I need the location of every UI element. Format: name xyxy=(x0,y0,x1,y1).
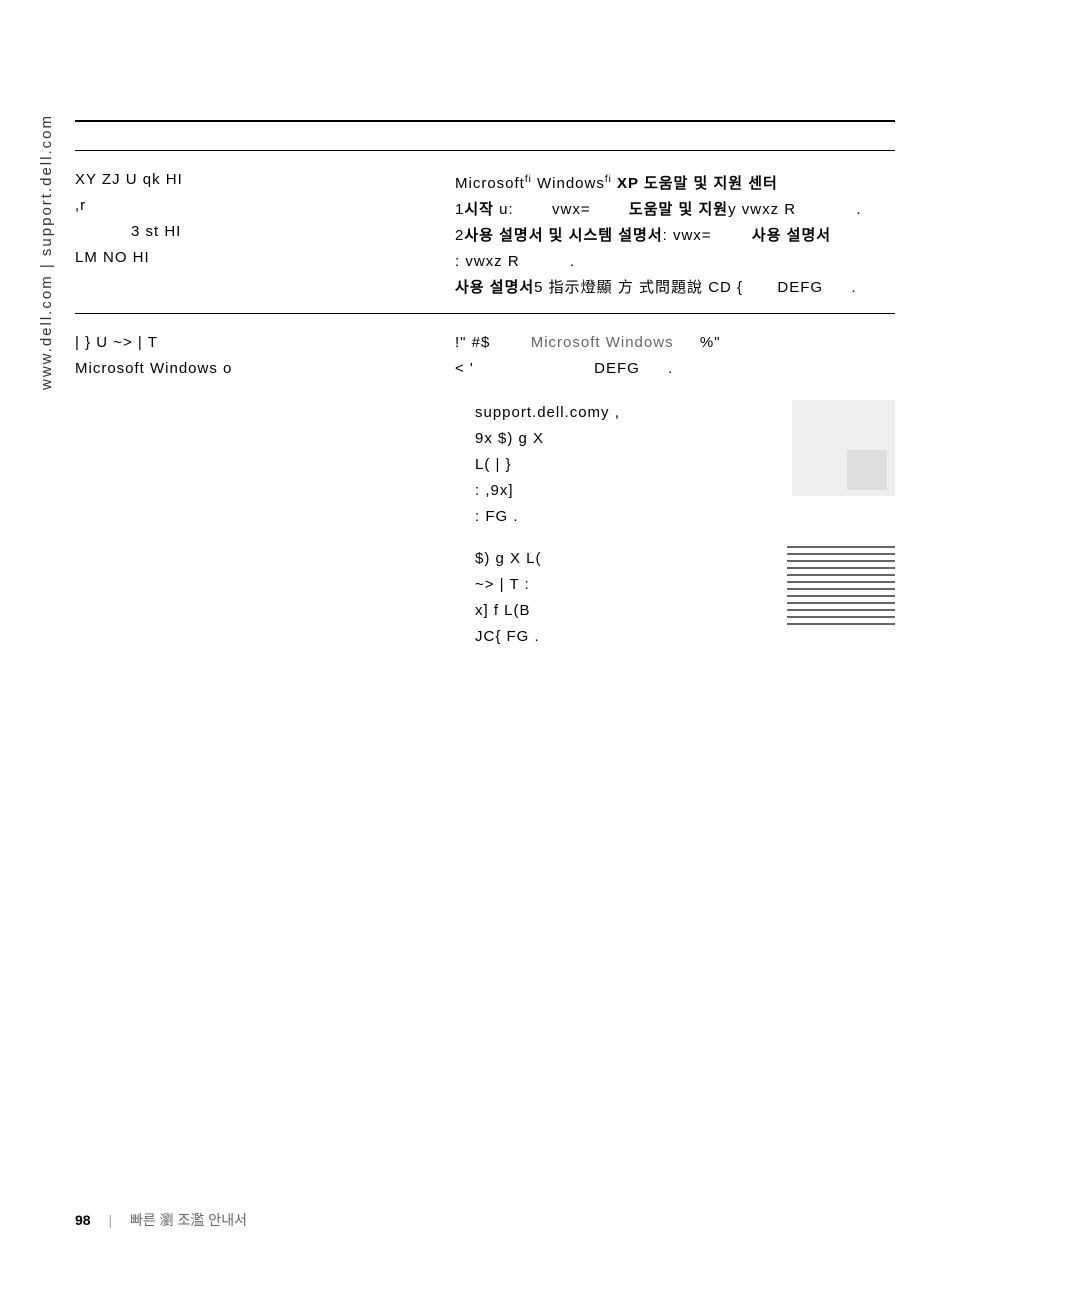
text: . xyxy=(570,253,575,270)
block-1: support.dell.comy , 9x $) g X L( | } : ,… xyxy=(455,400,895,530)
text-line: : FG . xyxy=(475,504,895,530)
text-line: < ' DEFG . xyxy=(455,356,895,382)
text: 1 xyxy=(455,201,464,218)
text: 2 xyxy=(455,227,464,244)
text: CD { xyxy=(703,279,743,296)
sidebar-url: www.dell.com | support.dell.com xyxy=(38,114,55,390)
text: . xyxy=(851,279,856,296)
text-line: 2사용 설명서 및 시스템 설명서: vwx= 사용 설명서 xyxy=(455,223,895,249)
text-muted: Microsoft Windows xyxy=(531,334,674,351)
page-number: 98 xyxy=(75,1212,91,1228)
section-1-left: XY ZJ U qk HI ,r 3 st HI LM NO HI xyxy=(75,161,455,301)
text-line: : vwxz R . xyxy=(455,249,895,275)
image-placeholder-lines xyxy=(787,546,895,626)
text-bold: 도움말 및 지원 xyxy=(629,201,728,218)
section-1: XY ZJ U qk HI ,r 3 st HI LM NO HI Micros… xyxy=(75,161,895,301)
text: 5 指示燈顯 方 式問題說 xyxy=(534,279,703,296)
text-bold: 사용 설명서 xyxy=(455,279,534,296)
text: : vwxz R xyxy=(455,253,520,270)
text-line: JC{ FG . xyxy=(475,624,895,650)
text-bold: 시작 xyxy=(464,201,494,218)
rule-thin-2 xyxy=(75,313,895,314)
text: %" xyxy=(700,334,721,351)
section-2-right: !" #$ Microsoft Windows %" < ' DEFG . su… xyxy=(455,324,895,650)
text-bold: 사용 설명서 및 시스템 설명서 xyxy=(464,227,662,244)
page-footer: 98 | 빠른 瀏 조濫 안내서 xyxy=(75,1210,247,1230)
text-line: 사용 설명서5 指示燈顯 方 式問題說 CD { DEFG . xyxy=(455,275,895,301)
section-2: | } U ~> | T Microsoft Windows o !" #$ M… xyxy=(75,324,895,650)
section-1-right: Microsoftfi Windowsfi XP 도움말 및 지원 센터 1시작… xyxy=(455,161,895,301)
text: < ' xyxy=(455,360,474,377)
separator: | xyxy=(108,1212,112,1228)
rule-heavy xyxy=(75,120,895,122)
text: !" #$ xyxy=(455,334,490,351)
image-placeholder xyxy=(792,400,895,496)
rule-thin-1 xyxy=(75,150,895,151)
text-line: LM NO HI xyxy=(75,245,435,271)
text: : vwx= xyxy=(663,227,712,244)
text-line: 1시작 u: vwx= 도움말 및 지원y vwxz R . xyxy=(455,197,895,223)
text: Microsoft xyxy=(455,175,525,192)
text: . xyxy=(856,201,861,218)
block-2: $) g X L( ~> | T : x] f L(B JC{ FG . xyxy=(455,546,895,650)
section-2-left: | } U ~> | T Microsoft Windows o xyxy=(75,324,455,650)
heading-line: Microsoftfi Windowsfi XP 도움말 및 지원 센터 xyxy=(455,167,895,197)
superscript: fi xyxy=(525,174,532,185)
text: DEFG xyxy=(777,279,823,296)
text-line: ,r xyxy=(75,193,435,219)
text: DEFG xyxy=(594,360,640,377)
text: Windows xyxy=(532,175,605,192)
text-bold: 사용 설명서 xyxy=(752,227,831,244)
text: . xyxy=(668,360,673,377)
text: y vwxz R xyxy=(728,201,796,218)
text-line: !" #$ Microsoft Windows %" xyxy=(455,330,895,356)
superscript: fi xyxy=(605,174,612,185)
text-line: Microsoft Windows o xyxy=(75,356,435,382)
page-content: XY ZJ U qk HI ,r 3 st HI LM NO HI Micros… xyxy=(75,120,895,650)
text-line: | } U ~> | T xyxy=(75,330,435,356)
text-line: 3 st HI xyxy=(131,219,435,245)
text-line: XY ZJ U qk HI xyxy=(75,167,435,193)
text: vwx= xyxy=(552,201,591,218)
footer-label: 빠른 瀏 조濫 안내서 xyxy=(130,1212,247,1228)
text: u: xyxy=(494,201,514,218)
text-bold: XP 도움말 및 지원 센터 xyxy=(612,175,778,192)
